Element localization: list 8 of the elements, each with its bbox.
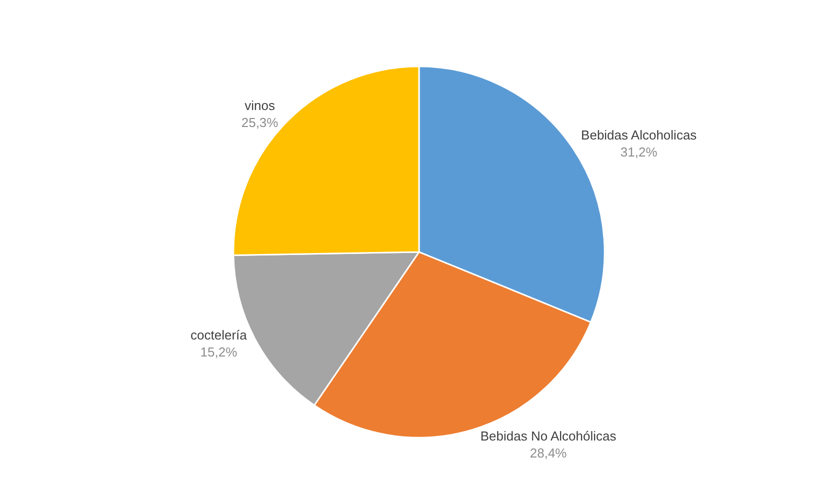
data-label: 25,3%: [241, 115, 279, 130]
data-label: 15,2%: [200, 344, 238, 360]
slice-label: vinos: [244, 98, 276, 114]
data-label: 31,2%: [620, 144, 658, 160]
data-label: 28,4%: [530, 445, 568, 460]
slice-label: Bebidas No Alcohólicas: [480, 428, 617, 444]
slice-label: coctelería: [190, 328, 248, 343]
slice-label: Bebidas Alcoholicas: [581, 128, 698, 143]
